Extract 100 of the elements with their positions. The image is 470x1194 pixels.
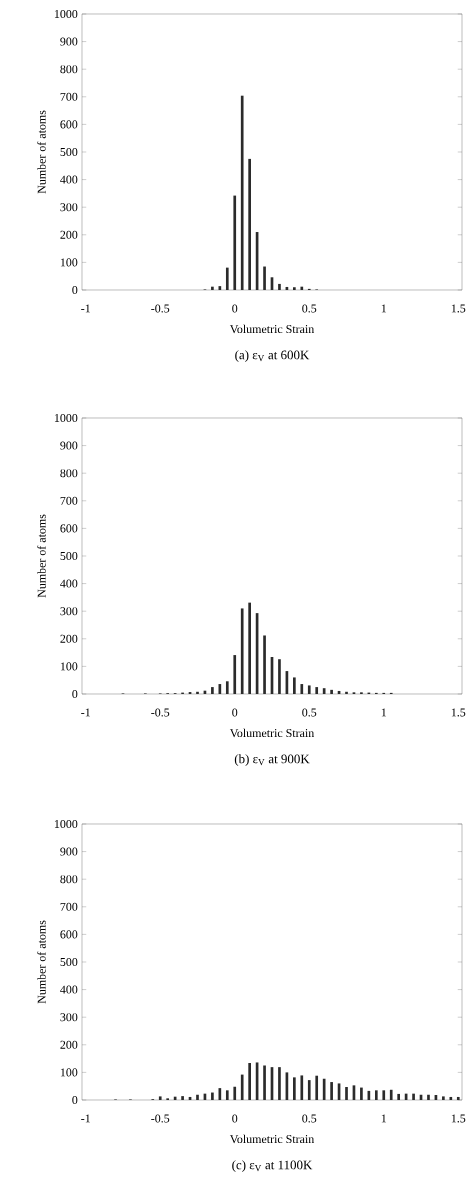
bar — [293, 1077, 296, 1100]
bar — [293, 287, 296, 290]
y-tick-label: 0 — [72, 1095, 78, 1105]
text: (a) ε$_{V}$ at 600K — [235, 350, 310, 362]
bar — [225, 681, 229, 694]
bar — [240, 608, 244, 694]
bar — [211, 1092, 214, 1100]
bar — [233, 195, 237, 290]
x-tick-label: 0 — [232, 304, 238, 313]
bar — [442, 1096, 445, 1100]
bar — [345, 1087, 348, 1100]
y-tick-label: 500 — [60, 957, 78, 967]
bar — [449, 1096, 453, 1100]
y-tick-label: 600 — [60, 524, 78, 533]
y-tick-label: 100 — [60, 258, 78, 267]
x-tick-label: 1.5 — [451, 304, 466, 313]
bar — [278, 283, 281, 290]
y-tick-label: 100 — [60, 662, 78, 671]
bar — [196, 691, 199, 694]
y-tick-label: 500 — [60, 551, 78, 561]
x-axis-title: Volumetric Strain — [229, 324, 315, 334]
y-tick-label: 300 — [60, 607, 78, 616]
y-tick-label: 400 — [60, 175, 78, 184]
x-tick-label: 0.5 — [302, 1114, 317, 1123]
bar — [315, 1075, 319, 1100]
bar — [240, 95, 244, 290]
bar — [225, 267, 229, 290]
bar — [248, 158, 251, 290]
bar — [263, 266, 266, 290]
y-tick-label: 600 — [60, 930, 78, 939]
x-tick-label: 0.5 — [302, 708, 317, 717]
y-tick-label: 700 — [60, 496, 78, 505]
bar — [233, 655, 237, 694]
bar — [360, 1087, 363, 1100]
bar — [322, 688, 326, 694]
y-tick-label: 900 — [60, 37, 78, 46]
bar — [278, 659, 281, 694]
bar — [389, 1089, 393, 1100]
x-tick-label: -1 — [81, 304, 90, 313]
bar — [248, 1063, 251, 1100]
x-axis-title: Volumetric Strain — [229, 728, 315, 738]
bar — [456, 1096, 460, 1100]
y-tick-label: 100 — [60, 1068, 78, 1077]
text: (b) ε$_{V}$ at 900K — [234, 754, 310, 766]
x-tick-label: -0.5 — [151, 708, 170, 717]
x-tick-label: 1 — [381, 1114, 387, 1123]
y-axis-title: Number of atoms — [37, 110, 46, 194]
bar — [382, 1090, 386, 1100]
y-tick-label: 900 — [60, 847, 78, 856]
bar — [374, 1090, 378, 1100]
x-tick-label: -1 — [81, 708, 90, 717]
y-tick-label: 400 — [60, 985, 78, 994]
y-tick-label: 200 — [60, 634, 78, 643]
y-axis-title: Number of atoms — [37, 514, 46, 598]
bar — [412, 1093, 415, 1100]
bar — [397, 1093, 401, 1100]
x-tick-label: 1.5 — [451, 1114, 466, 1123]
x-tick-label: 0 — [232, 1114, 238, 1123]
x-tick-label: -1 — [81, 1114, 90, 1123]
x-tick-label: -0.5 — [151, 304, 170, 313]
bar — [263, 635, 266, 694]
bar — [322, 1078, 326, 1100]
bar — [181, 1096, 184, 1100]
y-tick-label: 200 — [60, 230, 78, 239]
x-tick-label: 1.5 — [451, 708, 466, 717]
bar — [158, 1096, 162, 1100]
bar — [233, 1086, 237, 1100]
x-axis-title: Volumetric Strain — [229, 1134, 315, 1144]
y-tick-label: 600 — [60, 120, 78, 129]
x-tick-label: 0.5 — [302, 304, 317, 313]
x-tick-label: -0.5 — [151, 1114, 170, 1123]
bar — [293, 677, 296, 694]
bar — [427, 1094, 430, 1100]
y-tick-label: 500 — [60, 147, 78, 157]
y-tick-label: 900 — [60, 441, 78, 450]
bar — [196, 1094, 199, 1100]
bar — [300, 1075, 304, 1100]
y-tick-label: 800 — [60, 65, 78, 74]
x-tick-label: 0 — [232, 708, 238, 717]
y-tick-label: 800 — [60, 875, 78, 884]
x-tick-label: 1 — [381, 304, 387, 313]
bar — [278, 1067, 281, 1100]
bar — [248, 602, 251, 694]
bar — [330, 1082, 333, 1100]
bar — [240, 1074, 244, 1100]
y-tick-label: 1000 — [54, 819, 78, 829]
text: (c) ε$_{V}$ at 1100K — [232, 1160, 313, 1172]
bar — [211, 687, 214, 694]
y-axis-title: Number of atoms — [37, 920, 46, 1004]
bar — [211, 286, 214, 290]
y-tick-label: 300 — [60, 203, 78, 212]
y-tick-label: 700 — [60, 902, 78, 911]
y-tick-label: 0 — [72, 285, 78, 295]
bar — [315, 687, 319, 694]
y-tick-label: 400 — [60, 579, 78, 588]
y-tick-label: 800 — [60, 469, 78, 478]
bar — [307, 1080, 311, 1100]
x-tick-label: 1 — [381, 708, 387, 717]
bar — [345, 691, 348, 694]
y-tick-label: 200 — [60, 1040, 78, 1049]
